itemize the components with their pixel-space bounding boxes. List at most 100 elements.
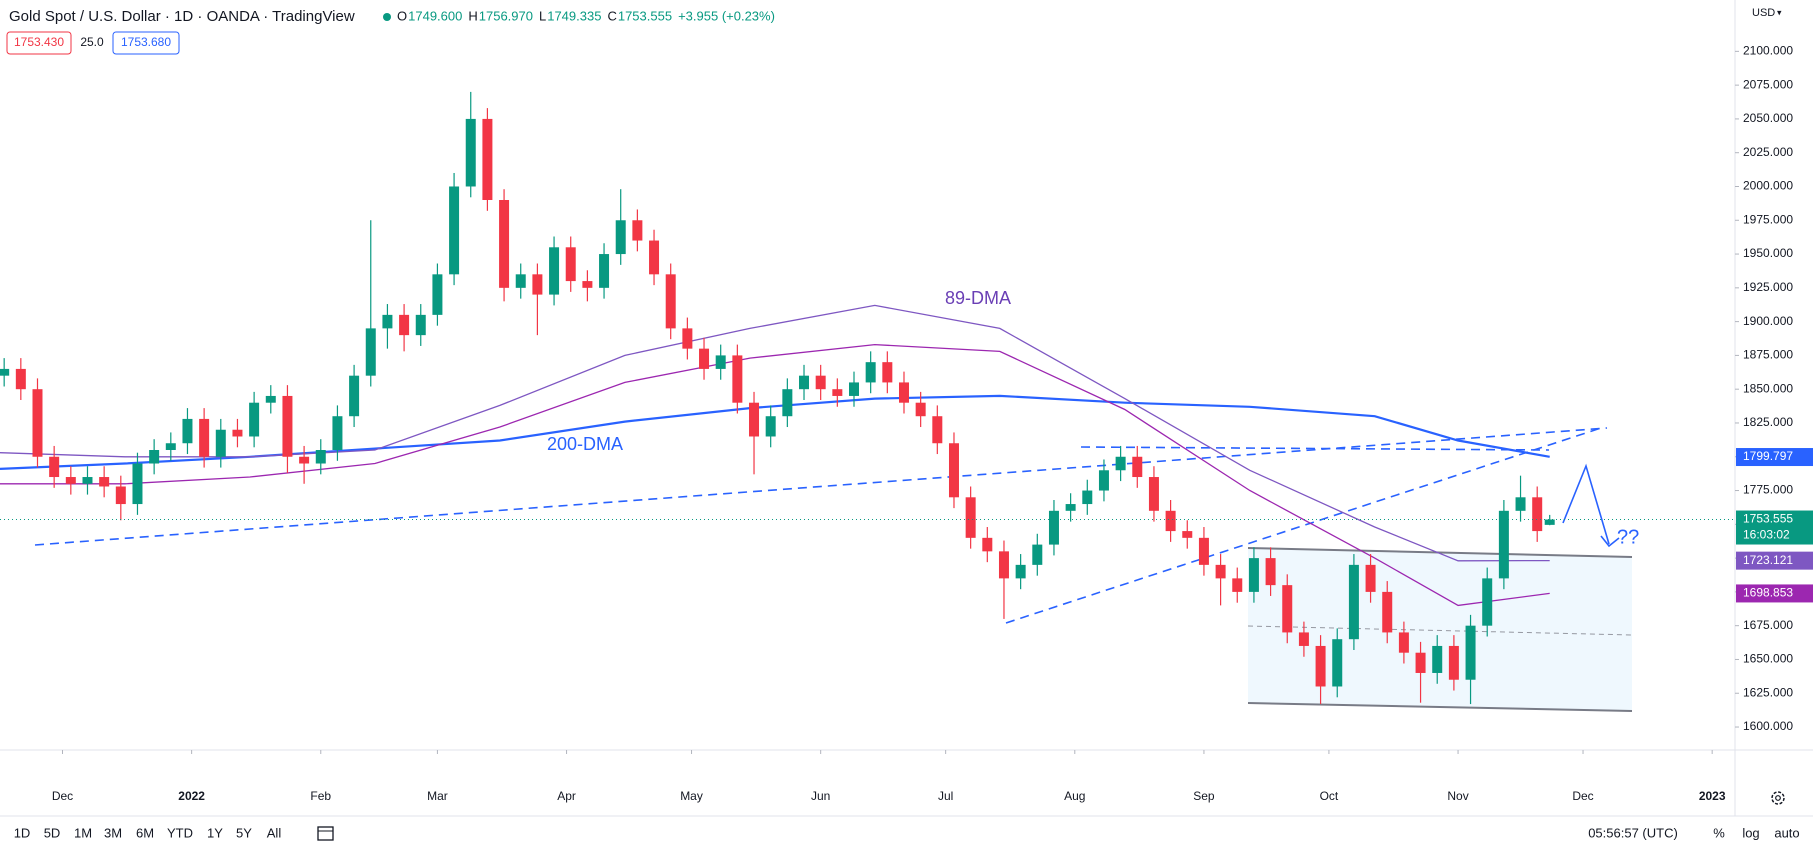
- range-button[interactable]: YTD: [167, 825, 193, 840]
- price-label: 1753.555: [1743, 512, 1793, 526]
- calendar-frame: [317, 826, 334, 841]
- candle-body: [315, 450, 326, 464]
- clock[interactable]: 05:56:57 (UTC): [1588, 825, 1678, 840]
- price-label-box: [1736, 448, 1813, 467]
- ask-box[interactable]: [112, 31, 180, 55]
- currency-selector[interactable]: USD: [1752, 7, 1775, 19]
- y-tick-label: 2050.000: [1743, 111, 1793, 125]
- moving-average: [0, 304, 1550, 562]
- candle-body: [1232, 578, 1243, 592]
- ohlc-values: O 1749.600 H 1756.970 L 1749.335 C 1753.555 +3.9…: [397, 8, 775, 23]
- candle-body: [1448, 645, 1459, 680]
- candle-body: [1332, 639, 1343, 687]
- y-tick-label: 1625.000: [1743, 685, 1793, 699]
- range-button[interactable]: 1D: [14, 825, 31, 840]
- candle-body: [49, 456, 60, 478]
- x-tick-label: Sep: [1193, 789, 1215, 803]
- calendar-icon[interactable]: [317, 826, 334, 841]
- candle-body: [232, 429, 243, 437]
- annotation: ??: [1617, 526, 1639, 548]
- y-tick-label: 1875.000: [1743, 348, 1793, 362]
- candle-body: [1432, 645, 1443, 673]
- candle-body: [882, 362, 893, 383]
- trendline-flat: [1080, 446, 1550, 451]
- candle-body: [832, 389, 843, 396]
- candle-body: [265, 395, 276, 403]
- candle-body: [632, 220, 643, 241]
- ohlc-value: 1753.555: [618, 8, 672, 23]
- y-tick-label: 2075.000: [1743, 77, 1793, 91]
- candle-body: [799, 375, 810, 390]
- candle-body: [849, 382, 860, 396]
- candle-body: [1348, 564, 1359, 640]
- range-button[interactable]: 5Y: [236, 825, 252, 840]
- candle-body: [1098, 470, 1109, 491]
- candle-body: [382, 314, 393, 329]
- ask-price: 1753.680: [121, 35, 171, 49]
- candle-body: [82, 477, 93, 484]
- candle-body: [1415, 652, 1426, 673]
- candle-body: [465, 118, 476, 187]
- ohlc-label: L: [539, 8, 546, 23]
- percent-toggle[interactable]: %: [1713, 825, 1725, 840]
- range-box: [1248, 548, 1632, 711]
- candle-body: [1382, 591, 1393, 633]
- y-tick-label: 1925.000: [1743, 280, 1793, 294]
- candle-body: [749, 402, 760, 437]
- bid-box[interactable]: [6, 31, 72, 55]
- candle-body: [149, 450, 160, 464]
- candle-body: [1182, 531, 1193, 538]
- range-button[interactable]: 1M: [74, 825, 92, 840]
- range-mid-line: [1247, 625, 1633, 636]
- ohlc-value: 1749.335: [547, 8, 601, 23]
- settings-gear[interactable]: [1771, 791, 1785, 805]
- candle-body: [249, 402, 260, 437]
- candle-body: [1365, 564, 1376, 592]
- candle-body: [499, 200, 510, 288]
- toolbar: 05:56:57 (UTC) % log auto 1D 5D 1M 3M 6M YTD 1…: [14, 825, 1800, 841]
- candle-body: [99, 477, 110, 487]
- candle-body: [415, 314, 426, 336]
- candle-body: [515, 274, 526, 288]
- annotation: 89-DMA: [945, 288, 1011, 308]
- candle-body: [1482, 578, 1493, 626]
- price-label: 1799.797: [1743, 449, 1793, 463]
- range-button[interactable]: 6M: [136, 825, 154, 840]
- range-button[interactable]: 1Y: [207, 825, 223, 840]
- range-button[interactable]: All: [267, 825, 282, 840]
- candle-body: [399, 314, 410, 336]
- candle-body: [965, 497, 976, 538]
- candle-body: [1498, 510, 1509, 579]
- candle-body: [1148, 477, 1159, 511]
- range-button[interactable]: 5D: [44, 825, 61, 840]
- x-tick-label: 2022: [178, 789, 205, 803]
- price-label-box: [1736, 584, 1813, 603]
- x-tick-label: Jun: [811, 789, 830, 803]
- candle-body: [1465, 625, 1476, 680]
- price-label-box: [1736, 551, 1813, 570]
- candle-body: [682, 328, 693, 349]
- drawings: [34, 427, 1633, 712]
- candle-body: [532, 274, 543, 295]
- candle-body: [1398, 632, 1409, 653]
- ohlc-value: 1756.970: [479, 8, 533, 23]
- candle-body: [0, 368, 10, 376]
- candle-body: [165, 443, 176, 450]
- candle-body: [1515, 497, 1526, 511]
- price-label: 1698.853: [1743, 586, 1793, 600]
- x-tick-label: Nov: [1447, 789, 1468, 803]
- projection-arrow-head: [1600, 535, 1620, 548]
- auto-toggle[interactable]: auto: [1774, 825, 1799, 840]
- candle-body: [915, 402, 926, 417]
- candle-body: [1165, 510, 1176, 532]
- y-tick-label: 2025.000: [1743, 145, 1793, 159]
- log-toggle[interactable]: log: [1742, 825, 1759, 840]
- y-tick-label: 1950.000: [1743, 246, 1793, 260]
- candle-body: [1544, 519, 1555, 525]
- candle-body: [998, 551, 1009, 579]
- candle-body: [1298, 632, 1309, 646]
- candle-body: [1032, 544, 1043, 565]
- candle-body: [132, 463, 143, 505]
- range-button[interactable]: 3M: [104, 825, 122, 840]
